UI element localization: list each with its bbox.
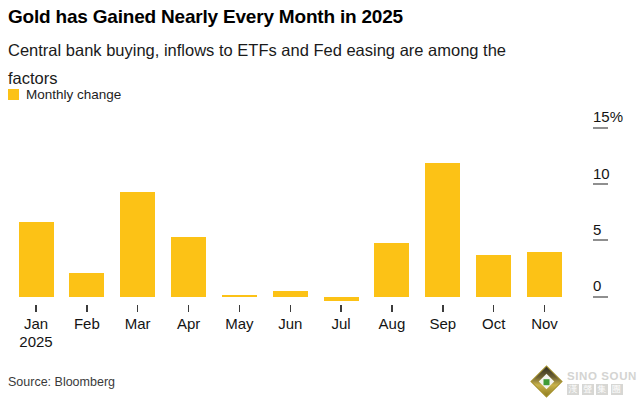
y-axis-tick — [593, 239, 608, 241]
bar-may — [222, 295, 257, 296]
bar-oct — [476, 255, 511, 297]
bar-jun — [273, 291, 308, 297]
x-axis-label: Sep — [415, 315, 471, 332]
y-axis-tick — [593, 183, 608, 185]
bar-mar — [120, 192, 155, 297]
x-axis-label: Jan — [8, 315, 64, 332]
watermark: SINO SOUND 漢聲集團 — [529, 362, 637, 402]
source-label: Source: Bloomberg — [8, 375, 115, 389]
x-axis-tick — [340, 305, 342, 312]
x-axis-tick — [239, 305, 241, 312]
x-axis-label: Oct — [466, 315, 522, 332]
x-axis-tick — [442, 305, 444, 312]
x-axis-tick — [35, 305, 37, 312]
x-axis-tick — [290, 305, 292, 312]
x-axis-tick — [493, 305, 495, 312]
x-axis-tick — [86, 305, 88, 312]
y-axis-label: 15% — [593, 109, 623, 124]
x-axis-label: Feb — [59, 315, 115, 332]
watermark-cjk-char: 漢 — [567, 384, 579, 395]
bar-feb — [69, 273, 104, 297]
x-axis-tick — [137, 305, 139, 312]
gold-monthly-change-chart: Gold has Gained Nearly Every Month in 20… — [0, 0, 637, 409]
y-axis-label: 0 — [593, 278, 601, 293]
y-axis-tick — [593, 127, 608, 129]
sino-sound-logo-icon — [529, 362, 565, 402]
watermark-cjk-char: 集 — [596, 384, 608, 395]
x-axis-label: Apr — [161, 315, 217, 332]
bar-apr — [171, 237, 206, 297]
bar-jan — [19, 222, 54, 296]
bar-jul — [324, 297, 359, 302]
y-axis-label: 10 — [593, 166, 610, 181]
watermark-name: SINO SOUND — [567, 370, 637, 382]
x-axis-year-label: 2025 — [8, 333, 64, 350]
x-axis-tick — [188, 305, 190, 312]
x-axis-label: Mar — [110, 315, 166, 332]
x-axis-label: Jul — [313, 315, 369, 332]
y-axis-label: 5 — [593, 222, 601, 237]
watermark-cjk-char: 團 — [611, 384, 623, 395]
x-axis-tick — [391, 305, 393, 312]
watermark-cjk: 漢聲集團 — [567, 384, 637, 395]
x-axis-label: May — [211, 315, 267, 332]
plot-area: 0 5 10 15% Jan2025FebMarAprMayJunJulAugSepOc… — [0, 0, 637, 409]
bar-aug — [374, 243, 409, 297]
x-axis-tick — [544, 305, 546, 312]
x-axis-label: Aug — [364, 315, 420, 332]
watermark-cjk-char: 聲 — [582, 384, 594, 395]
bar-sep — [425, 163, 460, 297]
x-axis-label: Jun — [262, 315, 318, 332]
bar-nov — [527, 252, 562, 297]
y-axis-tick — [593, 296, 608, 298]
x-axis-label: Nov — [517, 315, 573, 332]
